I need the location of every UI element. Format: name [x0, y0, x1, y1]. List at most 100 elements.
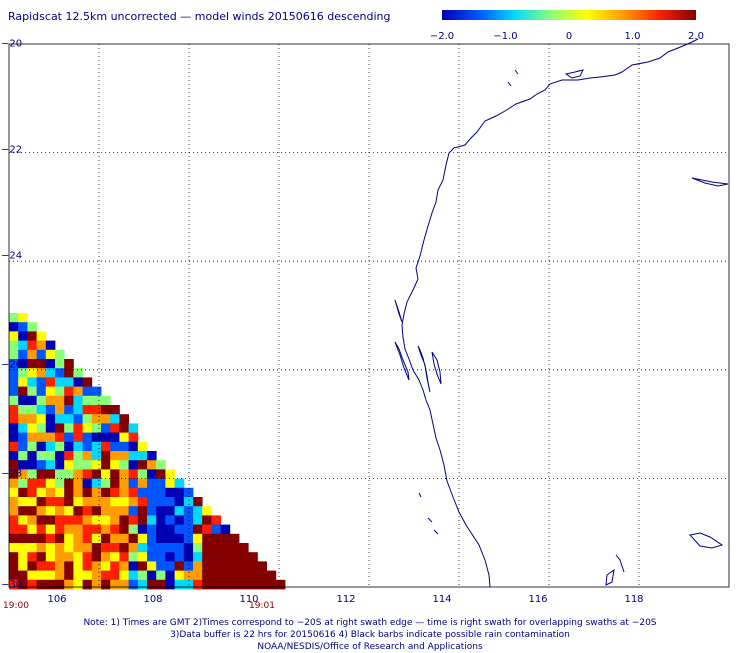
wind-cell [45, 469, 56, 479]
wind-cell [101, 552, 111, 562]
wind-cell [9, 469, 19, 479]
wind-cell [156, 469, 166, 479]
wind-cell [91, 478, 102, 489]
wind-cell [45, 487, 56, 498]
wind-cell [137, 552, 148, 562]
wind-cell [18, 506, 28, 516]
wind-cell [55, 460, 65, 470]
wind-cell [45, 368, 56, 378]
wind-cell [101, 441, 111, 452]
wind-cell [183, 561, 194, 571]
wind-cell [101, 451, 111, 461]
wind-cell [27, 478, 37, 489]
wind-cell [128, 451, 139, 461]
wind-cell [82, 506, 93, 516]
wind-cell [64, 405, 74, 415]
wind-cell [211, 579, 221, 590]
wind-cell [64, 533, 74, 544]
wind-cell [27, 432, 37, 443]
wind-cell [9, 322, 19, 332]
montebello-islands [514, 69, 519, 75]
wind-cell [110, 533, 120, 544]
wind-cell [101, 570, 111, 581]
wind-cell [27, 506, 37, 516]
wind-cell [128, 487, 139, 498]
wind-cell [27, 524, 37, 535]
wind-cell [55, 487, 65, 498]
wind-cell [91, 533, 102, 544]
wind-cell [101, 515, 111, 525]
wind-cell [91, 524, 102, 535]
wind-cell [64, 460, 74, 470]
wind-cell [82, 377, 93, 387]
wind-cell [119, 441, 129, 452]
wind-cell [73, 368, 83, 378]
wind-cell [193, 497, 203, 507]
wind-cell [91, 432, 102, 443]
wind-cell [119, 533, 129, 544]
wind-cell [156, 460, 166, 470]
wind-cell [239, 570, 249, 581]
wind-cell [174, 561, 185, 571]
wind-cell [174, 579, 185, 590]
map-frame [8, 43, 730, 588]
wind-cell [9, 405, 19, 415]
wind-cell [36, 432, 47, 443]
small-island [507, 81, 512, 87]
lat-tick-label: −28 [1, 468, 23, 480]
wind-cell [18, 313, 28, 323]
wind-cell [9, 368, 19, 378]
wind-cell [91, 543, 102, 553]
wind-cell [174, 543, 185, 553]
wind-cell [73, 497, 83, 507]
wind-cell [27, 451, 37, 461]
wind-cell [36, 552, 47, 562]
wind-cell [82, 570, 93, 581]
wind-cell [45, 441, 56, 452]
wind-cell [211, 561, 221, 571]
wind-cell [137, 478, 148, 489]
wind-cell [82, 432, 93, 443]
wind-cell [147, 533, 157, 544]
wind-cell [119, 432, 129, 443]
wind-cell [27, 340, 37, 351]
wind-cell [64, 441, 74, 452]
wind-cell [82, 451, 93, 461]
wind-cell [110, 441, 120, 452]
wind-cell [248, 579, 258, 590]
wind-cell [137, 515, 148, 525]
wind-cell [137, 543, 148, 553]
wind-cell [18, 552, 28, 562]
wind-cell [36, 478, 47, 489]
wind-cell [156, 579, 166, 590]
wind-cell [91, 469, 102, 479]
wind-cell [9, 552, 19, 562]
wind-cell [36, 349, 47, 360]
wind-cell [128, 579, 139, 590]
wind-cell [9, 487, 19, 498]
footnote-line: NOAA/NESDIS/Office of Research and Appli… [257, 642, 483, 652]
wind-cell [36, 506, 47, 516]
wind-cell [193, 506, 203, 516]
wind-cell [174, 515, 185, 525]
colorbar-tick-label: −1.0 [493, 31, 518, 42]
wind-cell [193, 552, 203, 562]
wind-cell [275, 579, 286, 590]
wind-cell [36, 414, 47, 424]
east-island-3 [605, 568, 615, 586]
wind-cell [165, 552, 175, 562]
wind-cell [27, 561, 37, 571]
wind-cell [101, 432, 111, 443]
wind-cell [18, 432, 28, 443]
wind-cell [193, 570, 203, 581]
wind-cell [202, 552, 212, 562]
wind-cell [18, 331, 28, 341]
wind-cell [220, 579, 231, 590]
wind-cell [119, 487, 129, 498]
wind-cell [239, 561, 249, 571]
wind-cell [64, 561, 74, 571]
wind-cell [174, 570, 185, 581]
wind-cell [82, 497, 93, 507]
wind-cell [36, 395, 47, 406]
wind-cell [156, 506, 166, 516]
